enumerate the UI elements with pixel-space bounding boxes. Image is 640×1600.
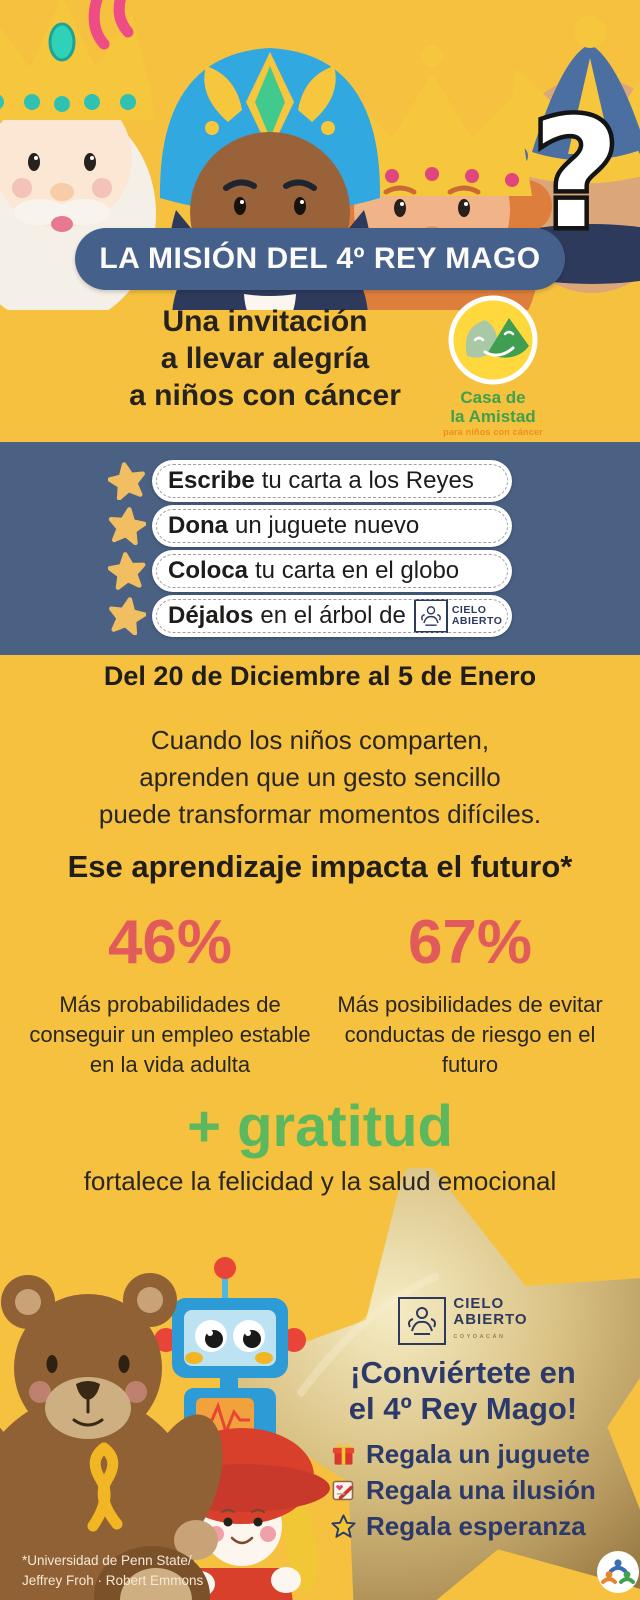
letter-icon (332, 1480, 354, 1501)
impact-heading: Ese aprendizaje impacta el futuro* (67, 849, 573, 884)
stat-employment: 46% Más probabilidades de conseguir un e… (20, 912, 320, 1080)
stat-caption: Más posibilidades de evitar conductas de… (337, 992, 603, 1077)
gift-icon (332, 1444, 355, 1465)
gratitude-headline: + gratitud (187, 1094, 453, 1159)
step-pill: Déjalos en el árbol de CIELO (152, 595, 512, 637)
star-icon (331, 1514, 356, 1538)
step-text: un juguete nuevo (235, 512, 420, 539)
cta-items: Regala un juguete Regala una ilusión Reg… (318, 1439, 608, 1542)
cielo-abierto-emblem (413, 599, 448, 633)
casa-amistad-logo: Casa de la Amistad para niños con cáncer (432, 294, 554, 437)
cielo-abierto-emblem (398, 1296, 447, 1345)
cielo-abierto-wordmark: CIELO ABIERTO (451, 604, 503, 627)
cta-heading: ¡Conviértete en el 4º Rey Mago! (348, 1355, 578, 1426)
step-pill: Escribe tu carta a los Reyes (152, 460, 512, 502)
steps-panel: Escribe tu carta a los Reyes Dona un jug… (0, 442, 640, 655)
stat-value: 46% (107, 908, 233, 977)
cta-item-ilusion: Regala una ilusión (330, 1475, 596, 1506)
step-row-dejalos: Déjalos en el árbol de CIELO (108, 595, 512, 637)
step-action: Déjalos (168, 602, 254, 629)
stat-risk-avoidance: 67% Más posibilidades de evitar conducta… (320, 912, 620, 1080)
stat-value: 67% (407, 908, 533, 977)
ornate-swirl-icon (420, 606, 441, 626)
invitation-line: a llevar alegría (160, 342, 370, 375)
invitation-heading: Una invitación a llevar alegría a niños … (75, 303, 455, 414)
step-action: Dona (168, 512, 228, 539)
cta-item-juguete: Regala un juguete (330, 1439, 590, 1470)
campaign-message: Cuando los niños comparten, aprenden que… (98, 725, 542, 829)
campaign-dates: Del 20 de Diciembre al 5 de Enero (103, 661, 537, 691)
stat-caption: Más probabilidades de conseguir un emple… (29, 992, 311, 1077)
ornate-swirl-icon (408, 1306, 437, 1335)
step-row-coloca: Coloca tu carta en el globo (108, 550, 512, 592)
star-icon (109, 597, 146, 635)
step-action: Coloca (168, 557, 249, 584)
cielo-abierto-logo-small: CIELO ABIERTO (413, 599, 503, 633)
casa-amistad-emblem (448, 295, 538, 385)
star-icon (108, 507, 146, 545)
step-row-dona: Dona un juguete nuevo (108, 505, 512, 547)
invitation-line: Una invitación (162, 305, 368, 338)
toys-illustration (0, 1257, 330, 1600)
gratitude-block: + gratitud fortalece la felicidad y la s… (0, 1096, 640, 1197)
step-pill: Coloca tu carta en el globo (152, 550, 512, 592)
poster-title: LA MISIÓN DEL 4º REY MAGO (99, 242, 541, 275)
casa-amistad-name: Casa de la Amistad (450, 388, 536, 426)
invitation-line: a niños con cáncer (129, 379, 401, 412)
corner-community-logo (597, 1551, 639, 1593)
cta-item-esperanza: Regala esperanza (330, 1511, 586, 1542)
star-icon (108, 462, 145, 500)
cta-block: CIELO ABIERTO COYOACÁN ¡Conviértete en e… (318, 1296, 608, 1542)
step-row-escribe: Escribe tu carta a los Reyes (108, 460, 512, 502)
star-icon (108, 552, 146, 590)
casa-amistad-tagline: para niños con cáncer (443, 427, 543, 437)
cielo-abierto-wordmark: CIELO ABIERTO COYOACÁN (453, 1295, 528, 1341)
step-text: en el árbol de (260, 602, 406, 629)
cielo-abierto-logo-large: CIELO ABIERTO COYOACÁN (318, 1296, 608, 1345)
teddy-bear-toy (0, 1273, 223, 1600)
step-text: tu carta a los Reyes (261, 467, 474, 494)
footnote: *Universidad de Penn State/ Jeffrey Froh… (22, 1553, 204, 1588)
gratitude-caption: fortalece la felicidad y la salud emocio… (83, 1166, 557, 1196)
step-text: tu carta en el globo (255, 557, 460, 584)
step-action: Escribe (168, 467, 255, 494)
title-banner: LA MISIÓN DEL 4º REY MAGO (75, 228, 565, 290)
step-pill: Dona un juguete nuevo (152, 505, 512, 547)
